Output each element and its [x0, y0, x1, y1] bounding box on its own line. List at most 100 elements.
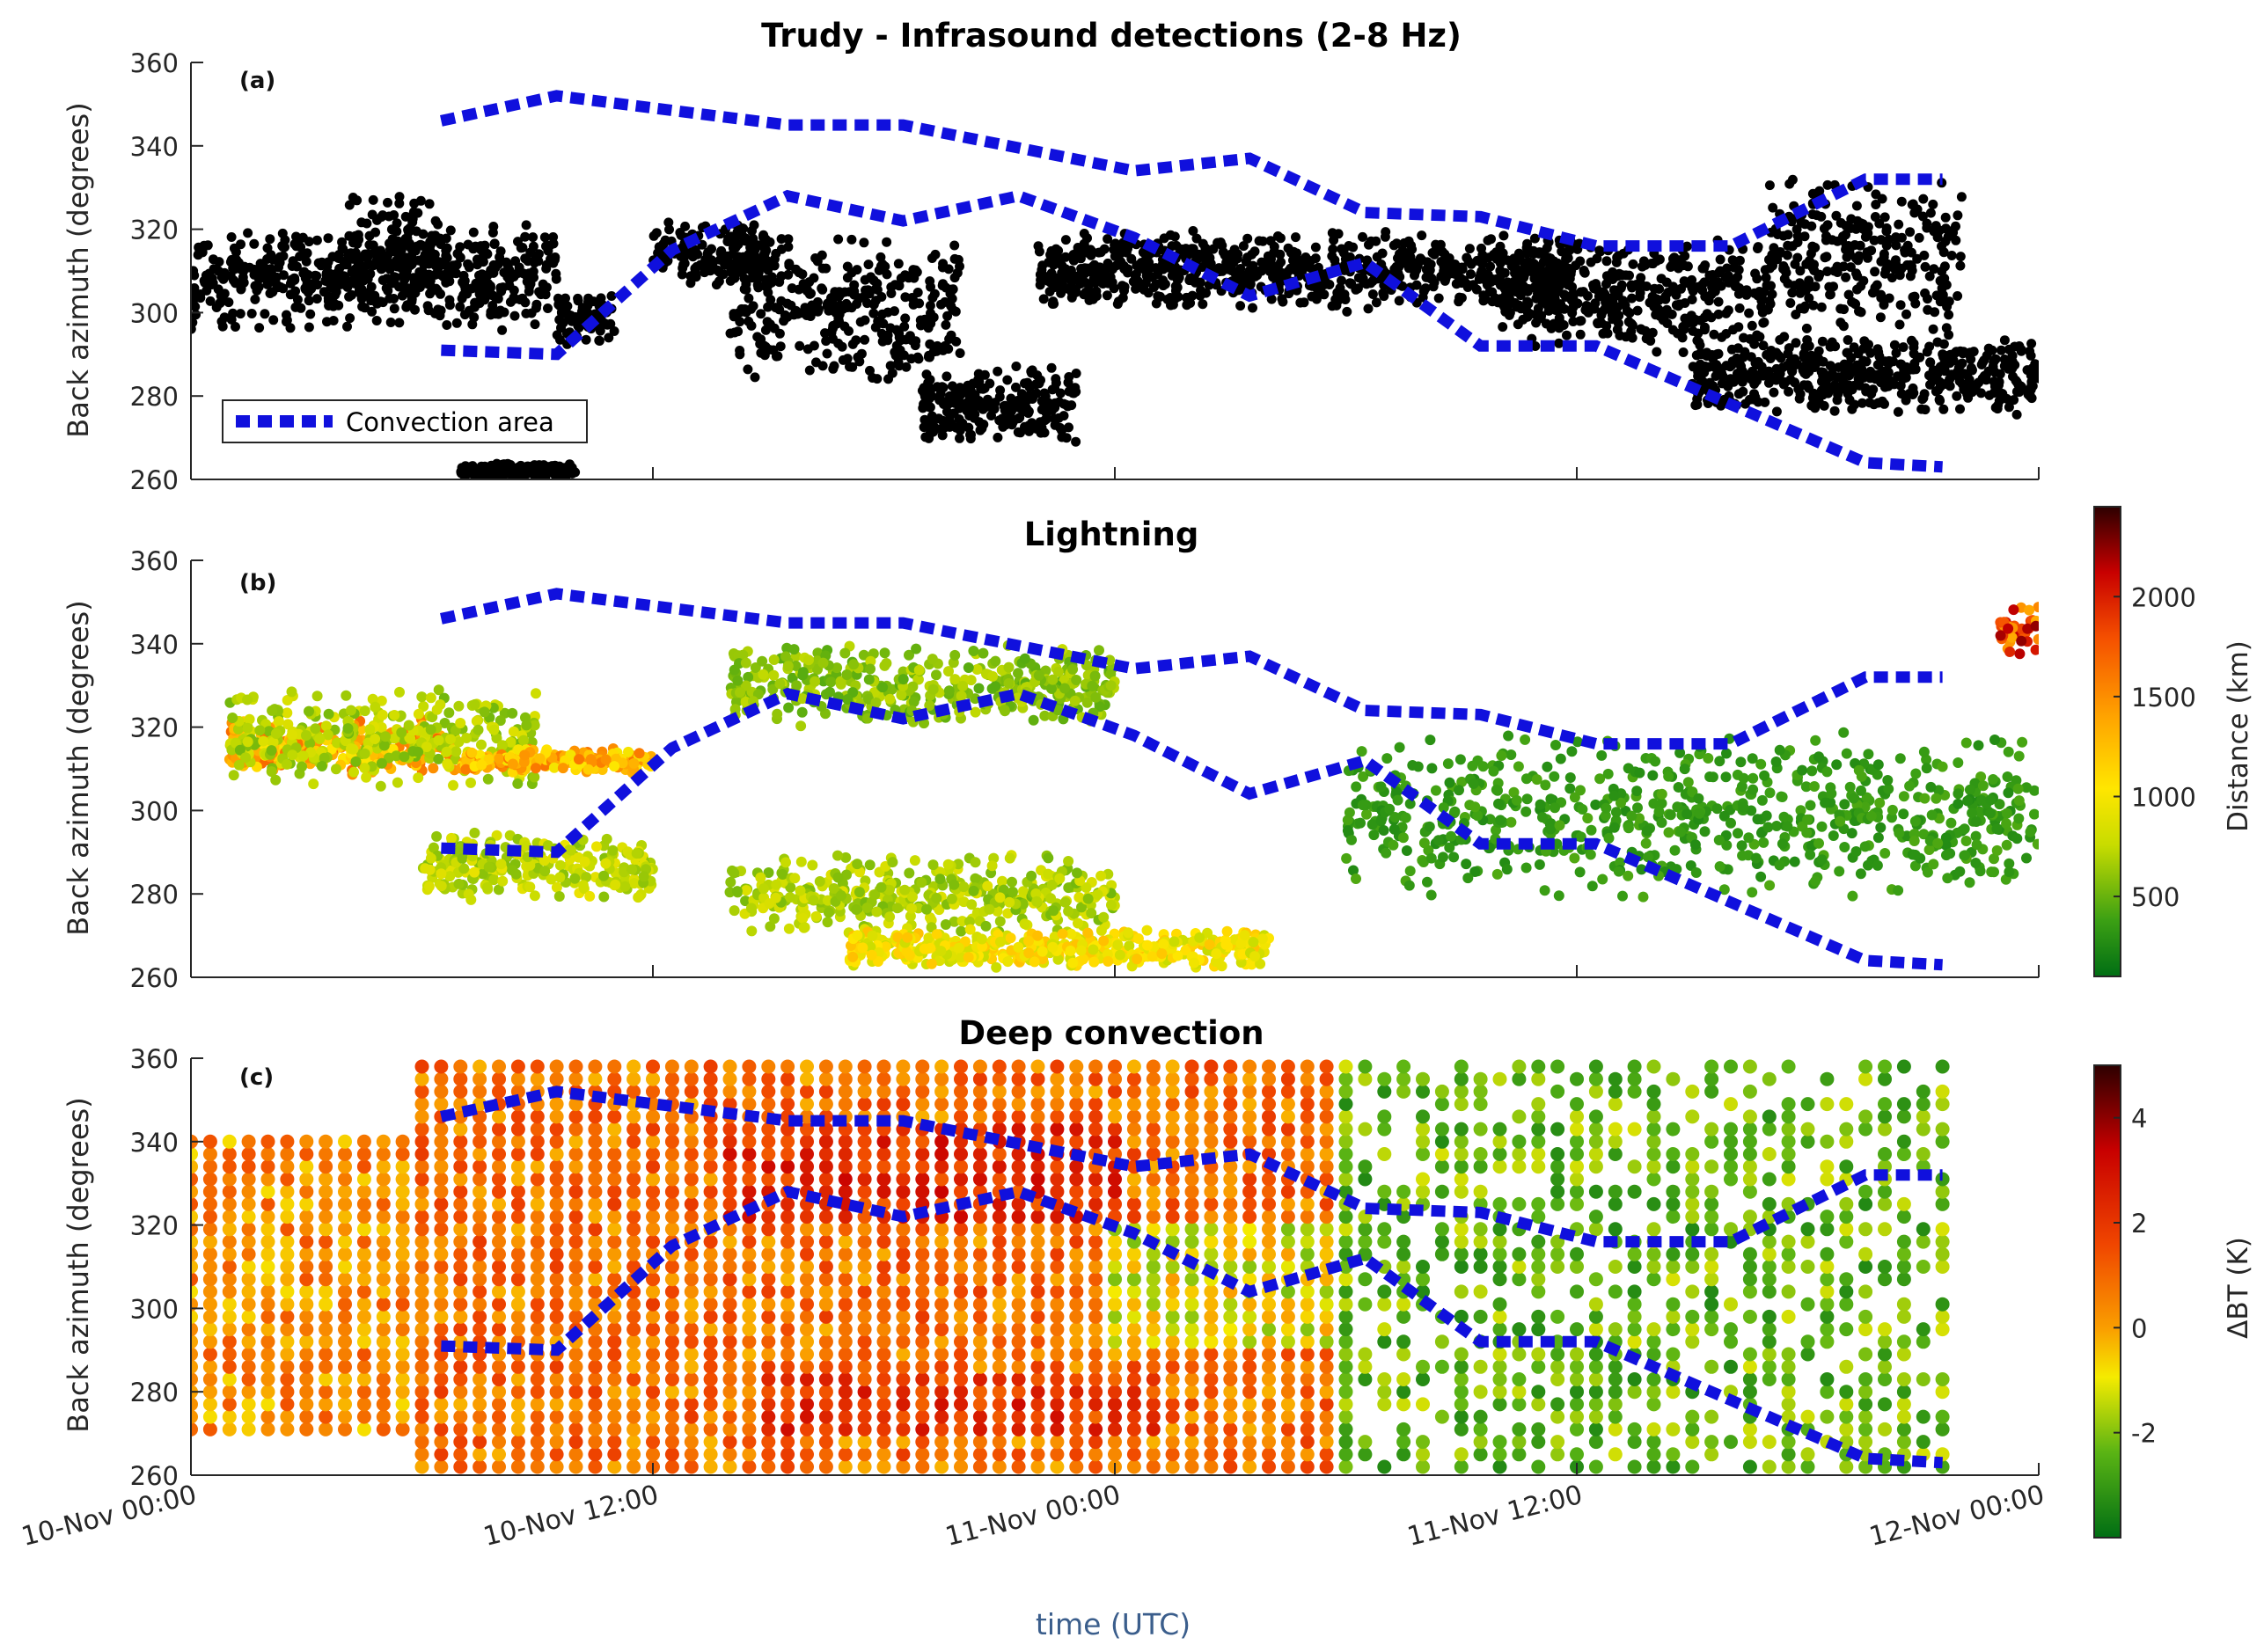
lightning-point — [529, 771, 540, 783]
lightning-point — [582, 764, 594, 775]
infrasound-point — [1615, 331, 1625, 340]
lightning-point — [228, 770, 239, 781]
infrasound-point — [786, 300, 796, 311]
lightning-point — [986, 860, 998, 872]
infrasound-point — [1870, 267, 1880, 277]
lightning-point — [524, 881, 536, 893]
lightning-point — [310, 723, 321, 735]
infrasound-point — [323, 233, 333, 244]
infrasound-point — [488, 470, 499, 479]
lightning-point — [287, 749, 298, 761]
lightning-point — [266, 745, 277, 757]
lightning-point — [507, 758, 518, 770]
infrasound-point — [955, 261, 964, 272]
infrasound-point — [1231, 269, 1241, 280]
infrasound-point — [1637, 261, 1647, 272]
lightning-point — [270, 728, 282, 739]
infrasound-point — [1215, 238, 1226, 247]
infrasound-point — [556, 323, 566, 333]
infrasound-point — [1646, 297, 1656, 308]
infrasound-point — [394, 318, 405, 328]
lightning-point — [557, 763, 568, 774]
infrasound-point — [828, 320, 839, 331]
lightning-point — [1081, 882, 1092, 893]
lightning-point — [607, 844, 619, 856]
infrasound-point — [1955, 252, 1966, 262]
infrasound-point — [1779, 332, 1790, 342]
lightning-point — [350, 756, 362, 767]
infrasound-point — [1454, 296, 1464, 307]
lightning-point — [1048, 905, 1059, 917]
infrasound-point — [250, 294, 260, 304]
infrasound-point — [1649, 283, 1660, 294]
infrasound-point — [1425, 259, 1436, 269]
infrasound-point — [1198, 299, 1208, 310]
lightning-point — [548, 762, 560, 773]
infrasound-point — [1491, 247, 1501, 258]
infrasound-point — [1022, 377, 1033, 388]
lightning-point — [479, 706, 490, 718]
infrasound-point — [1744, 308, 1755, 318]
lightning-point — [852, 859, 863, 870]
infrasound-point — [1662, 318, 1673, 328]
infrasound-point — [1831, 210, 1842, 221]
lightning-point — [638, 871, 649, 882]
lightning-point — [428, 763, 439, 774]
infrasound-point — [1858, 355, 1869, 366]
infrasound-point — [1920, 405, 1931, 415]
lightning-point — [227, 713, 238, 723]
infrasound-point — [802, 311, 812, 320]
infrasound-point — [1853, 255, 1864, 266]
infrasound-point — [1095, 262, 1105, 273]
infrasound-point — [425, 249, 436, 259]
lightning-point — [1082, 893, 1094, 904]
lightning-point — [799, 922, 810, 933]
lightning-point — [887, 857, 898, 868]
infrasound-point — [282, 310, 291, 320]
infrasound-point — [464, 305, 474, 316]
infrasound-point — [1167, 241, 1177, 252]
infrasound-point — [1996, 345, 2006, 355]
lightning-point — [554, 859, 566, 871]
infrasound-point — [1989, 367, 2000, 377]
infrasound-point — [451, 268, 461, 279]
infrasound-point — [278, 251, 289, 261]
infrasound-point — [402, 265, 412, 275]
infrasound-point — [1075, 279, 1086, 289]
lightning-point — [413, 708, 424, 720]
infrasound-point — [1297, 255, 1308, 266]
infrasound-point — [488, 222, 499, 231]
infrasound-point — [914, 298, 925, 309]
infrasound-point — [441, 251, 451, 261]
infrasound-point — [1523, 298, 1534, 309]
lightning-point — [840, 852, 852, 863]
infrasound-point — [231, 247, 241, 258]
lightning-point — [628, 757, 640, 769]
infrasound-point — [1103, 234, 1113, 245]
infrasound-point — [1758, 340, 1769, 351]
lightning-point — [758, 883, 769, 895]
infrasound-point — [1693, 328, 1703, 339]
infrasound-point — [1054, 397, 1065, 407]
infrasound-point — [440, 269, 451, 280]
infrasound-point — [547, 467, 558, 478]
infrasound-point — [1165, 293, 1176, 303]
lightning-point — [370, 701, 381, 713]
lightning-point — [628, 878, 640, 889]
lightning-point — [927, 859, 939, 871]
infrasound-point — [1084, 289, 1095, 299]
infrasound-point — [1466, 269, 1476, 280]
lightning-point — [267, 736, 279, 748]
infrasound-point — [1291, 265, 1301, 275]
lightning-point — [370, 734, 381, 744]
infrasound-point — [942, 371, 952, 382]
infrasound-point — [1841, 272, 1851, 282]
infrasound-point — [1766, 281, 1776, 291]
infrasound-point — [765, 237, 775, 247]
lightning-point — [777, 869, 788, 880]
infrasound-point — [260, 309, 270, 319]
infrasound-point — [355, 252, 366, 263]
lightning-point — [1059, 896, 1071, 908]
lightning-point — [1076, 902, 1087, 913]
lightning-point — [420, 863, 431, 874]
